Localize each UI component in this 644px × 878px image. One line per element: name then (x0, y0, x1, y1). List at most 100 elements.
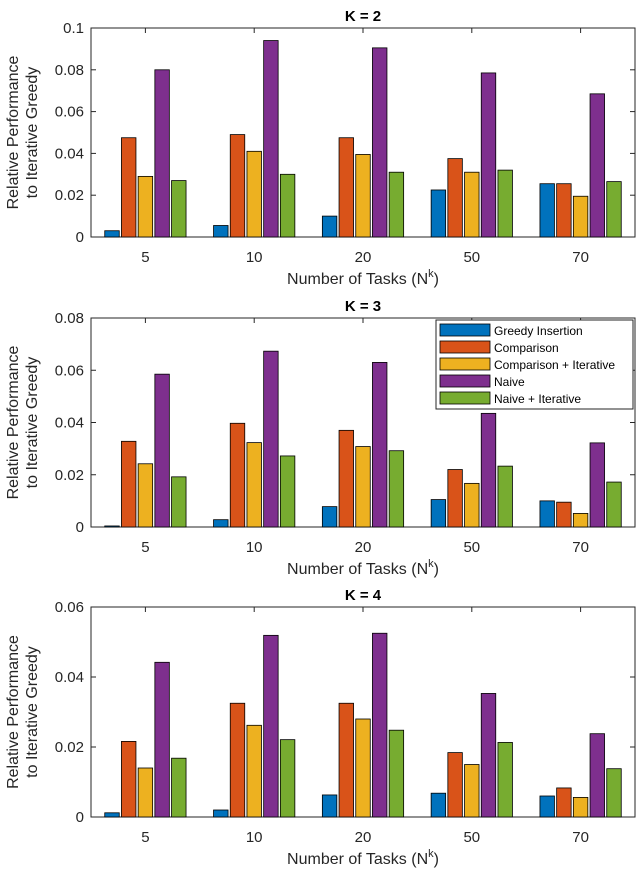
legend-swatch (439, 340, 491, 354)
y-tick-label: 0 (76, 229, 84, 246)
bar (430, 792, 447, 818)
x-tick-label: 50 (463, 829, 480, 846)
bar (213, 519, 229, 528)
bar (246, 724, 262, 818)
chart-title: K = 3 (345, 298, 381, 315)
bar (589, 93, 605, 238)
y-tick-label: 0 (76, 809, 84, 826)
legend-label: Greedy Insertion (494, 324, 583, 338)
x-tick-label: 5 (141, 249, 149, 266)
bar (572, 195, 589, 238)
bar (447, 469, 463, 528)
y-tick-label: 0.06 (55, 362, 84, 379)
bar (171, 180, 187, 238)
y-tick-label: 0.02 (55, 739, 84, 756)
x-tick-label: 5 (141, 539, 149, 556)
legend-label: Comparison + Iterative (494, 358, 615, 372)
y-tick-label: 0.08 (55, 62, 84, 79)
y-tick-label: 0.02 (55, 187, 84, 204)
y-tick-label: 0.04 (55, 415, 84, 432)
bar (137, 175, 154, 238)
bar (321, 506, 338, 528)
bar (497, 742, 513, 818)
bar (213, 809, 229, 818)
x-tick-label: 70 (572, 249, 589, 266)
bar (279, 173, 296, 238)
bar (589, 442, 605, 528)
bar (464, 764, 480, 818)
bar (480, 412, 497, 528)
y-tick-label: 0.08 (55, 310, 84, 327)
legend-label: Comparison (494, 341, 559, 355)
legend: Greedy Insertion Comparison Comparison + I… (435, 319, 634, 410)
bar (229, 422, 246, 528)
chart-title: K = 4 (345, 587, 382, 604)
x-axis-label: Number of Tasks (Nk) (287, 558, 439, 578)
subplot-k3: K = 3 0 0.02 0.04 0.06 0.08 5 10 20 50 70 Number of… (5, 298, 636, 578)
subplot-k4: K = 4 0 0.02 0.04 0.06 5 10 20 50 70 Number of Tas… (5, 587, 636, 868)
bar (447, 752, 463, 818)
bar (355, 718, 371, 818)
x-axis-label: Number of Tasks (Nk) (287, 848, 439, 868)
bar (556, 183, 572, 238)
bar (464, 171, 480, 238)
bar (246, 150, 262, 238)
bar (447, 158, 463, 238)
bar (372, 362, 388, 528)
x-tick-label: 5 (141, 829, 149, 846)
bar (480, 693, 497, 818)
bar (321, 794, 338, 818)
bar (372, 632, 388, 818)
x-tick-label: 10 (246, 829, 263, 846)
legend-label: Naive + Iterative (494, 392, 581, 406)
bar (104, 812, 120, 818)
x-tick-label: 10 (246, 539, 263, 556)
bar (121, 137, 137, 238)
legend-label: Naive (494, 375, 525, 389)
subplot-k2: K = 2 0 0.02 0.04 0.06 0.08 0.1 5 10 20 50 70 Number… (5, 8, 636, 288)
bar (589, 733, 605, 818)
bar (606, 768, 622, 818)
bar (539, 183, 555, 238)
bar (104, 230, 120, 238)
y-tick-label: 0.02 (55, 467, 84, 484)
bar (263, 350, 279, 528)
bar (355, 446, 371, 528)
bar (338, 429, 354, 528)
bar (229, 134, 246, 238)
bar (430, 499, 447, 528)
x-tick-label: 20 (355, 539, 372, 556)
bar (154, 373, 170, 528)
bar (137, 463, 154, 528)
bar (497, 465, 513, 528)
x-tick-label: 70 (572, 829, 589, 846)
legend-swatch (439, 374, 491, 388)
y-tick-label: 0.06 (55, 104, 84, 121)
bar (388, 450, 405, 528)
bar (430, 189, 447, 238)
legend-swatch (439, 323, 491, 337)
bar (263, 40, 279, 238)
y-tick-label: 0.04 (55, 145, 84, 162)
bar (372, 47, 388, 238)
bar (556, 787, 572, 818)
y-axis-label: Relative Performance to Iterative Greedy (5, 345, 41, 499)
x-tick-label: 50 (463, 539, 480, 556)
bar (121, 741, 137, 818)
legend-swatch (439, 357, 491, 371)
bar (464, 482, 480, 528)
bar (539, 795, 555, 818)
bar (480, 72, 497, 238)
bar (338, 702, 354, 818)
chart-title: K = 2 (345, 8, 381, 25)
x-tick-label: 20 (355, 829, 372, 846)
y-tick-label: 0.04 (55, 669, 84, 686)
bar (321, 215, 338, 238)
bar (229, 702, 246, 818)
x-tick-label: 70 (572, 539, 589, 556)
bar (338, 137, 354, 238)
bar (171, 757, 187, 818)
y-axis-label: Relative Performance to Iterative Greedy (5, 635, 41, 789)
bar (388, 729, 405, 818)
